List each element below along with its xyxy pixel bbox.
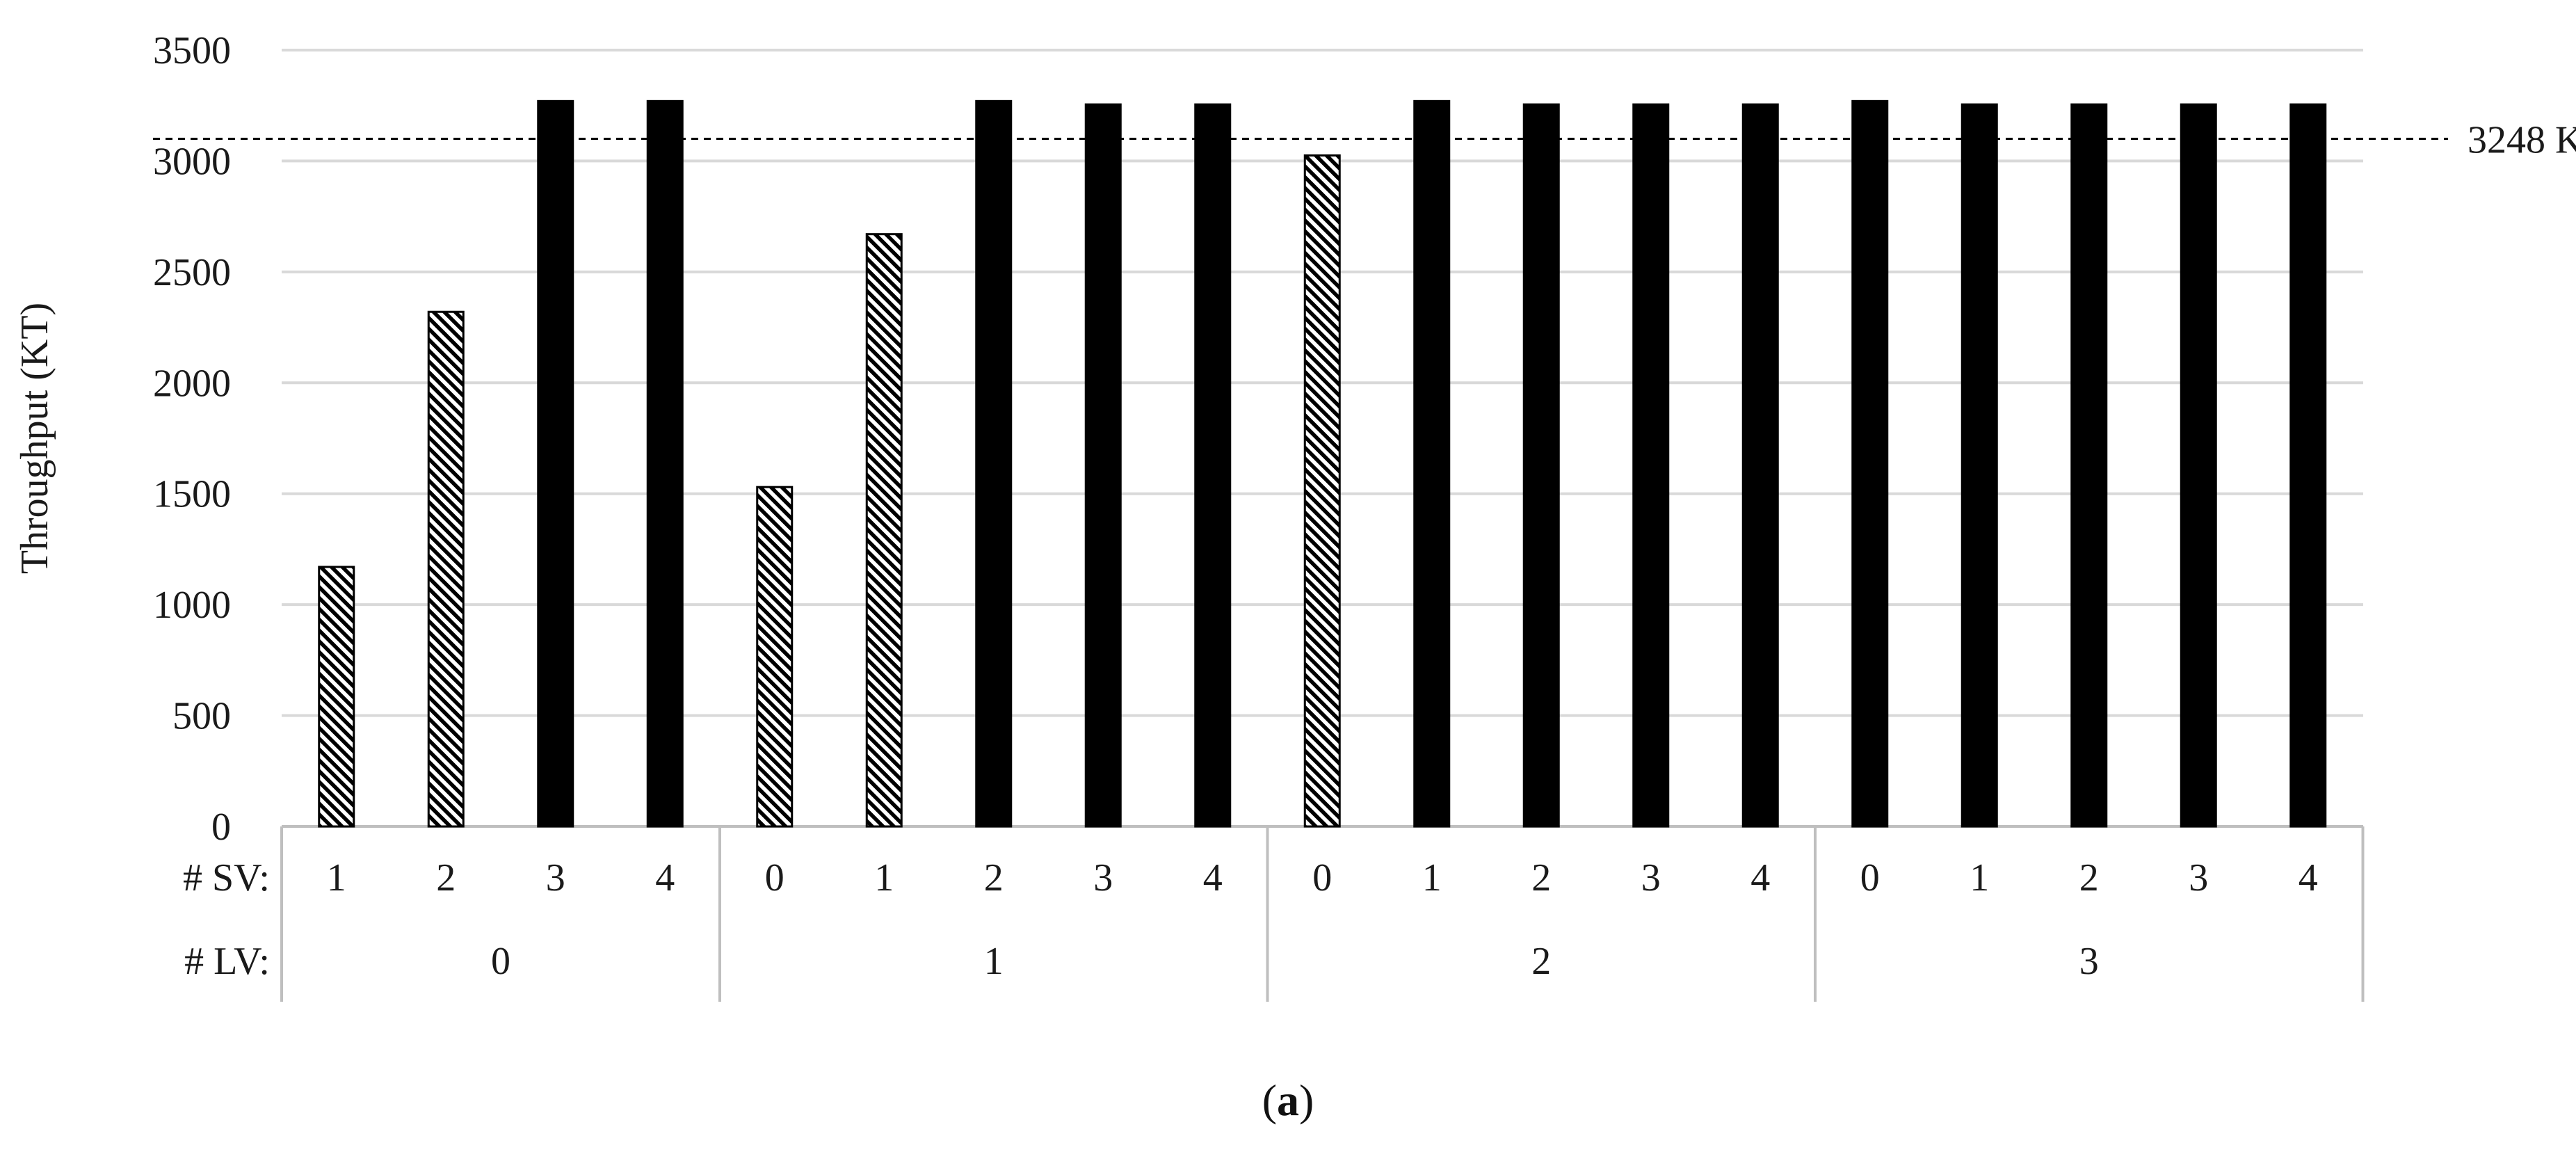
lv-group-label: 2 <box>1531 940 1551 983</box>
bars <box>318 99 2327 828</box>
bar-lv2-sv0 <box>1303 154 1341 828</box>
bar-lv2-sv3 <box>1632 103 1670 828</box>
reference-line-group: 3248 KT <box>153 119 2576 162</box>
category-axis: 1 2 3 400 1 2 3 410 1 2 3 420 1 2 3 43# SV:# LV: <box>183 826 2365 1002</box>
bar-lv3-sv1 <box>1961 103 1998 828</box>
sv-tick-label: 4 <box>655 856 675 899</box>
sv-tick-label: 1 <box>1970 856 1989 899</box>
sv-tick-label: 3 <box>2189 856 2208 899</box>
sv-tick-label: 3 <box>1641 856 1661 899</box>
sv-tick-label: 0 <box>1312 856 1332 899</box>
y-axis-title: Throughput (KT) <box>13 303 56 574</box>
y-tick-label: 0 <box>211 806 231 849</box>
y-tick-label: 1500 <box>153 473 231 516</box>
panel-label-open: ( <box>1262 1075 1277 1125</box>
y-tick-label: 2000 <box>153 362 231 405</box>
sv-tick-label: 3 <box>546 856 565 899</box>
bar-lv3-sv3 <box>2180 103 2217 828</box>
panel-label-letter: a <box>1277 1075 1299 1125</box>
sv-tick-label: 4 <box>1203 856 1223 899</box>
lv-group-label: 1 <box>984 940 1004 983</box>
bar-lv1-sv0 <box>756 486 794 828</box>
bar-lv3-sv0 <box>1851 99 1889 828</box>
sv-tick-label: 0 <box>765 856 784 899</box>
bar-lv2-sv2 <box>1522 103 1560 828</box>
y-axis-tick-labels: 0 500 1000 1500 2000 2500 3000 3500 <box>153 29 231 849</box>
bar-lv3-sv4 <box>2289 103 2327 828</box>
lv-group-label: 3 <box>2079 940 2099 983</box>
bar-lv1-sv3 <box>1084 103 1122 828</box>
y-tick-label: 500 <box>172 695 231 738</box>
bar-lv0-sv3 <box>537 99 574 828</box>
bar-lv1-sv2 <box>975 99 1013 828</box>
sv-tick-label: 4 <box>1750 856 1770 899</box>
bar-lv2-sv1 <box>1413 99 1451 828</box>
y-tick-label: 2500 <box>153 251 231 294</box>
sv-tick-label: 2 <box>436 856 456 899</box>
bar-lv1-sv4 <box>1194 103 1232 828</box>
sv-tick-label: 3 <box>1093 856 1113 899</box>
sv-tick-label: 2 <box>2079 856 2099 899</box>
sv-tick-label: 1 <box>327 856 346 899</box>
panel-label: (a) <box>0 1075 2576 1126</box>
bar-lv0-sv4 <box>646 99 684 828</box>
sv-tick-label: 0 <box>1860 856 1880 899</box>
sv-tick-label: 4 <box>2299 856 2318 899</box>
y-tick-label: 3000 <box>153 140 231 183</box>
sv-tick-label: 2 <box>1531 856 1551 899</box>
panel-label-close: ) <box>1299 1075 1314 1125</box>
bar-lv0-sv1 <box>318 566 355 828</box>
sv-tick-label: 1 <box>874 856 894 899</box>
y-tick-label: 3500 <box>153 29 231 72</box>
bar-lv1-sv1 <box>865 233 903 828</box>
sv-level-label: # SV: <box>183 856 270 899</box>
reference-line-label: 3248 KT <box>2468 119 2576 162</box>
sv-tick-label: 1 <box>1422 856 1442 899</box>
bar-lv0-sv2 <box>427 310 465 828</box>
y-tick-label: 1000 <box>153 584 231 627</box>
bar-lv2-sv4 <box>1741 103 1779 828</box>
sv-tick-label: 2 <box>984 856 1004 899</box>
lv-level-label: # LV: <box>184 940 270 983</box>
lv-group-label: 0 <box>491 940 510 983</box>
bar-lv3-sv2 <box>2070 103 2108 828</box>
